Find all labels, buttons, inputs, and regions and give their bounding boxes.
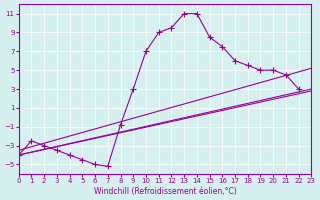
X-axis label: Windchill (Refroidissement éolien,°C): Windchill (Refroidissement éolien,°C) bbox=[94, 187, 236, 196]
